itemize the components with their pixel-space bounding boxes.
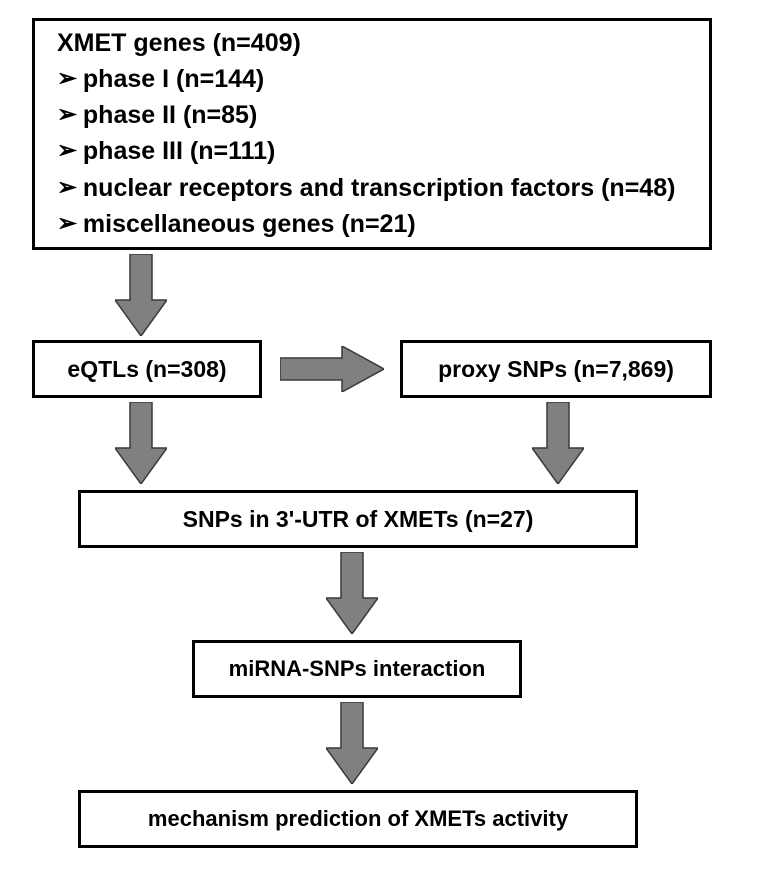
eqtls-label: eQTLs (n=308): [67, 353, 226, 385]
bullet-icon: ➢: [57, 134, 77, 168]
arrow-down-icon: [115, 402, 167, 484]
arrow-down-icon: [326, 702, 378, 784]
xmet-item-3: ➢ nuclear receptors and transcription fa…: [57, 170, 687, 206]
bullet-icon: ➢: [57, 62, 77, 96]
arrow-down-icon: [115, 254, 167, 336]
xmet-genes-box: XMET genes (n=409) ➢ phase I (n=144) ➢ p…: [32, 18, 712, 250]
mirna-label: miRNA-SNPs interaction: [229, 654, 486, 685]
eqtls-box: eQTLs (n=308): [32, 340, 262, 398]
proxy-label: proxy SNPs (n=7,869): [438, 353, 674, 385]
mechanism-label: mechanism prediction of XMETs activity: [148, 804, 568, 835]
proxy-snps-box: proxy SNPs (n=7,869): [400, 340, 712, 398]
snps-utr-box: SNPs in 3'-UTR of XMETs (n=27): [78, 490, 638, 548]
xmet-item-2: ➢ phase III (n=111): [57, 133, 687, 169]
xmet-item-label: phase III (n=111): [83, 133, 275, 169]
arrow-down-icon: [532, 402, 584, 484]
xmet-item-label: miscellaneous genes (n=21): [83, 206, 416, 242]
mirna-box: miRNA-SNPs interaction: [192, 640, 522, 698]
mechanism-box: mechanism prediction of XMETs activity: [78, 790, 638, 848]
snps-utr-label: SNPs in 3'-UTR of XMETs (n=27): [183, 503, 534, 535]
bullet-icon: ➢: [57, 207, 77, 241]
arrow-down-icon: [326, 552, 378, 634]
xmet-item-label: phase II (n=85): [83, 97, 257, 133]
xmet-item-label: phase I (n=144): [83, 61, 264, 97]
arrow-right-icon: [280, 346, 384, 392]
bullet-icon: ➢: [57, 98, 77, 132]
bullet-icon: ➢: [57, 171, 77, 205]
xmet-item-label: nuclear receptors and transcription fact…: [83, 170, 676, 206]
xmet-title: XMET genes (n=409): [57, 26, 687, 61]
xmet-item-1: ➢ phase II (n=85): [57, 97, 687, 133]
xmet-item-4: ➢ miscellaneous genes (n=21): [57, 206, 687, 242]
xmet-item-0: ➢ phase I (n=144): [57, 61, 687, 97]
